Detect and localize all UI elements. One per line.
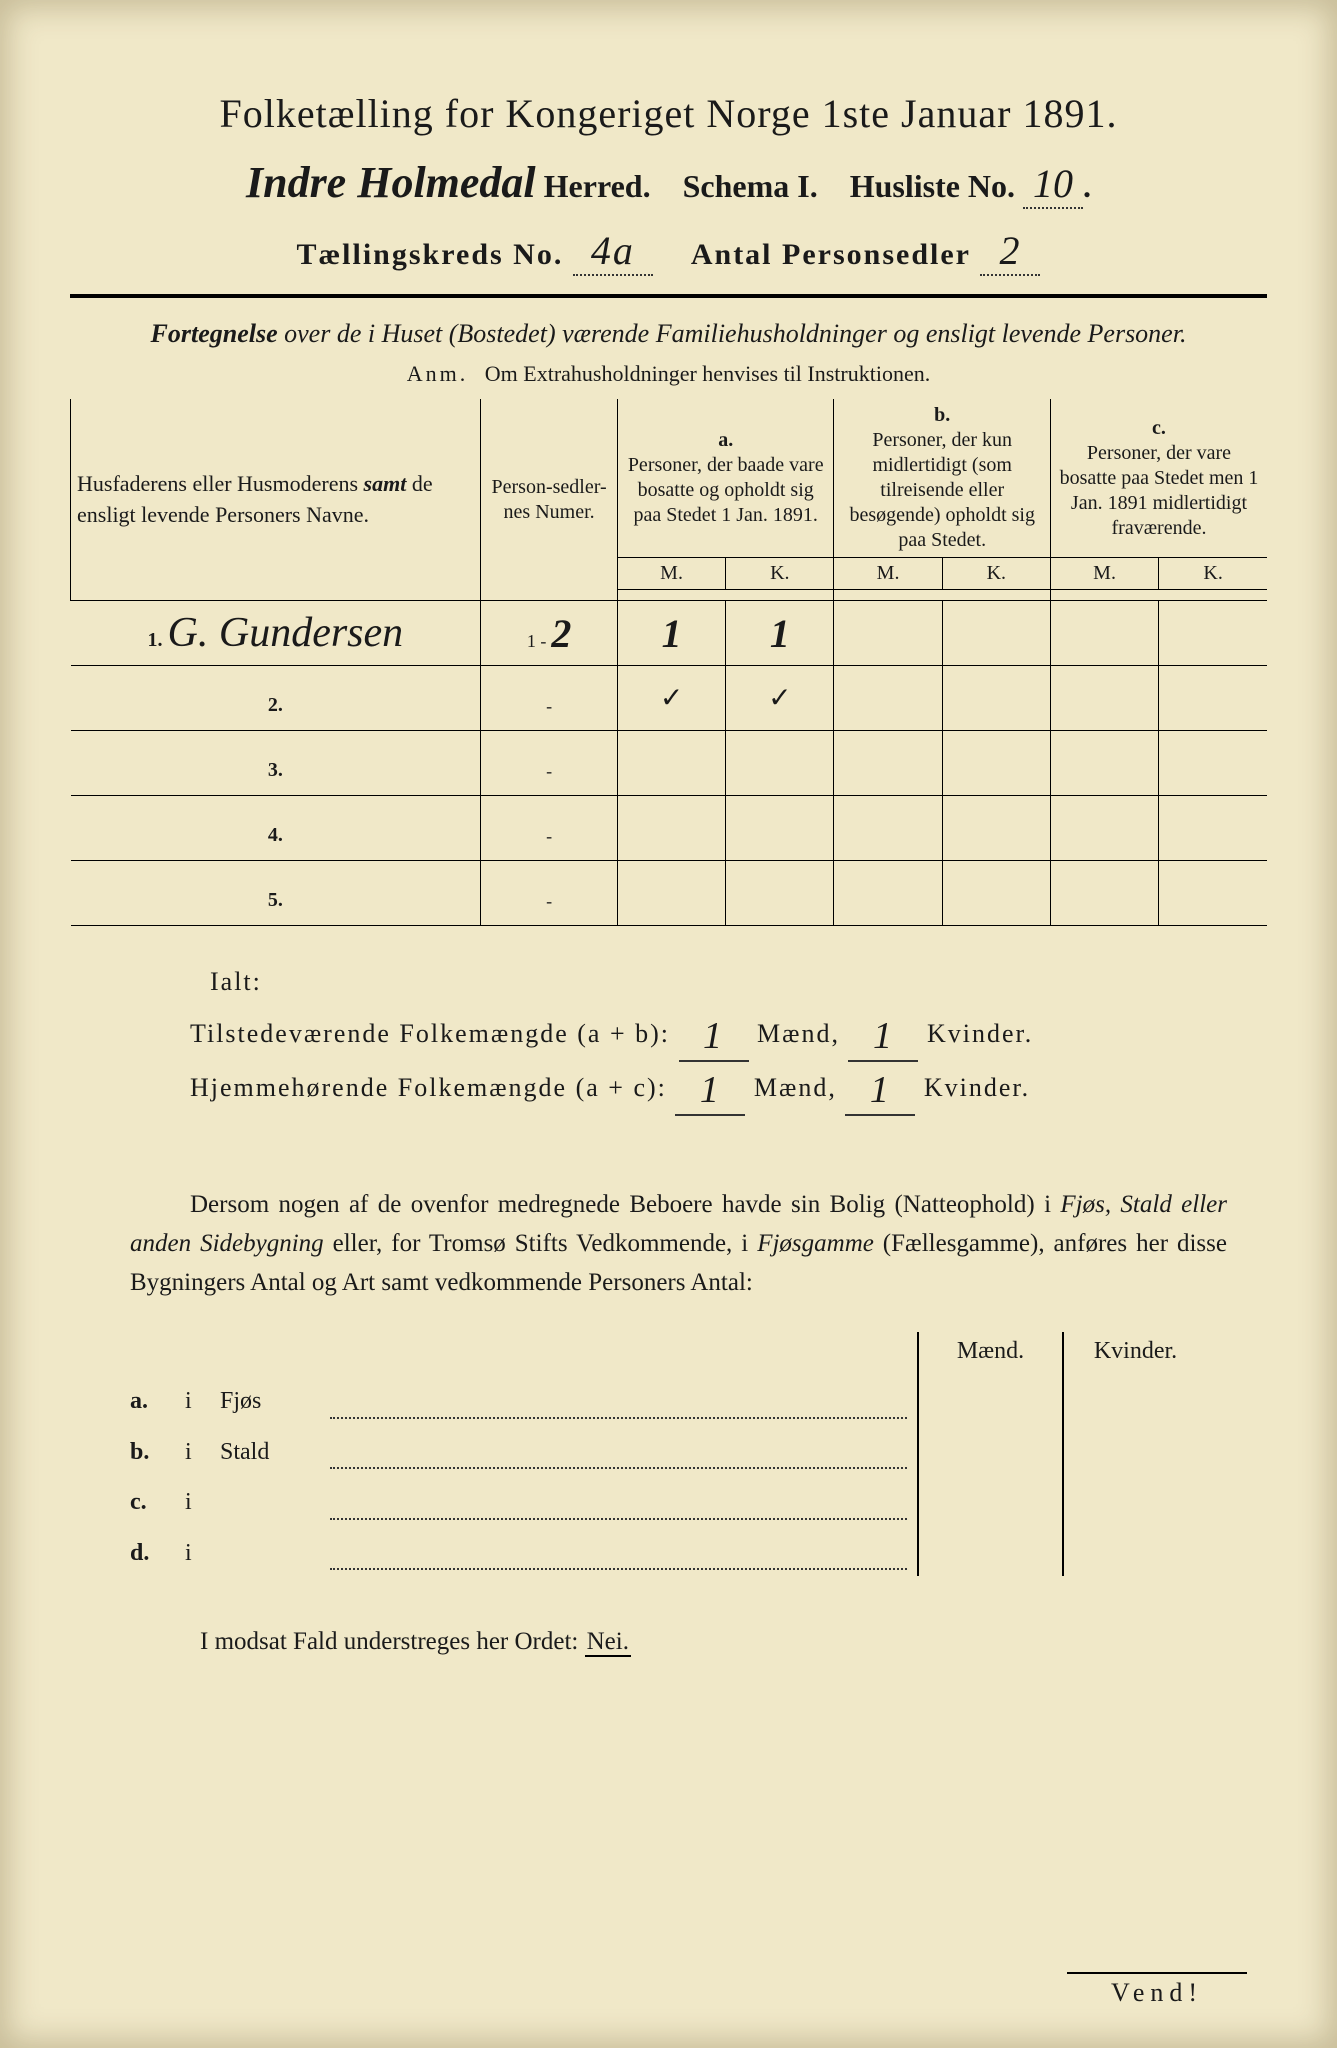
hdr-b-k: K. bbox=[942, 558, 1050, 590]
cell-b-k bbox=[942, 796, 1050, 861]
building-mk-cols: Mænd. Kvinder. bbox=[917, 1332, 1207, 1578]
anm-label: Anm. bbox=[407, 361, 469, 386]
table-row: 1. G. Gundersen1 - 211 bbox=[71, 601, 1268, 666]
cell-b-m bbox=[834, 666, 942, 731]
kreds-label: Tællingskreds No. bbox=[297, 238, 564, 271]
cell-numer: 1 - 2 bbox=[481, 601, 618, 666]
building-row: b.iStald bbox=[130, 1427, 917, 1477]
herred-label: Herred. bbox=[544, 168, 651, 204]
cell-b-k bbox=[942, 601, 1050, 666]
table-row: 2. - ✓✓ bbox=[71, 666, 1268, 731]
ialt-line-2: Hjemmehørende Folkemængde (a + c): 1 Mæn… bbox=[190, 1062, 1227, 1116]
main-table: Husfaderens eller Husmoderens samt de en… bbox=[70, 399, 1267, 926]
cell-a-m: ✓ bbox=[617, 666, 725, 731]
cell-name: 4. bbox=[71, 796, 481, 861]
side-hdr-kvinder: Kvinder. bbox=[1064, 1332, 1207, 1376]
ialt-title: Ialt: bbox=[210, 956, 1227, 1008]
subtitle: Fortegnelse over de i Huset (Bostedet) v… bbox=[110, 316, 1227, 351]
cell-a-m: 1 bbox=[617, 601, 725, 666]
cell-c-m bbox=[1050, 601, 1158, 666]
herred-handwritten: Indre Holmedal bbox=[246, 158, 536, 207]
building-row: c.i bbox=[130, 1477, 917, 1527]
building-table: a.iFjøsb.iStaldc.id.i Mænd. Kvinder. bbox=[130, 1332, 1207, 1578]
page-title: Folketælling for Kongeriget Norge 1ste J… bbox=[70, 90, 1267, 137]
cell-name: 3. bbox=[71, 731, 481, 796]
husliste-no-handwritten: 10 bbox=[1033, 161, 1073, 206]
anm-text: Om Extrahusholdninger henvises til Instr… bbox=[485, 361, 930, 386]
ialt2-m: 1 bbox=[700, 1079, 721, 1102]
side-col-k bbox=[1064, 1376, 1207, 1576]
divider-1 bbox=[70, 294, 1267, 298]
cell-c-m bbox=[1050, 666, 1158, 731]
cell-c-m bbox=[1050, 731, 1158, 796]
cell-c-k bbox=[1159, 861, 1267, 926]
building-paragraph: Dersom nogen af de ovenfor medregnede Be… bbox=[130, 1186, 1227, 1302]
header-line-3: Tællingskreds No. 4a Antal Personsedler … bbox=[70, 227, 1267, 276]
hdr-c-m: M. bbox=[1050, 558, 1158, 590]
cell-a-m bbox=[617, 796, 725, 861]
ialt1-m: 1 bbox=[703, 1025, 724, 1048]
building-row: d.i bbox=[130, 1528, 917, 1578]
cell-a-k: 1 bbox=[726, 601, 834, 666]
anm-line: Anm. Om Extrahusholdninger henvises til … bbox=[70, 361, 1267, 387]
cell-b-k bbox=[942, 666, 1050, 731]
kreds-no-handwritten: 4a bbox=[591, 228, 635, 273]
ialt-line-1: Tilstedeværende Folkemængde (a + b): 1 M… bbox=[190, 1008, 1227, 1062]
side-hdr-maend: Mænd. bbox=[917, 1332, 1064, 1376]
schema-label: Schema I. bbox=[683, 168, 818, 204]
cell-numer: - bbox=[481, 861, 618, 926]
hdr-numer: Person-sedler-nes Numer. bbox=[481, 399, 618, 601]
census-form-page: Folketælling for Kongeriget Norge 1ste J… bbox=[0, 0, 1337, 2048]
cell-b-m bbox=[834, 861, 942, 926]
ialt2-k: 1 bbox=[870, 1079, 891, 1102]
table-row: 4. - bbox=[71, 796, 1268, 861]
cell-c-k bbox=[1159, 666, 1267, 731]
cell-a-k bbox=[726, 861, 834, 926]
table-row: 3. - bbox=[71, 731, 1268, 796]
ialt-block: Ialt: Tilstedeværende Folkemængde (a + b… bbox=[190, 956, 1227, 1116]
cell-c-k bbox=[1159, 731, 1267, 796]
cell-numer: - bbox=[481, 666, 618, 731]
husliste-label: Husliste No. bbox=[850, 168, 1015, 204]
cell-name: 2. bbox=[71, 666, 481, 731]
cell-name: 1. G. Gundersen bbox=[71, 601, 481, 666]
antal-label: Antal Personsedler bbox=[691, 238, 971, 271]
nei-word: Nei. bbox=[585, 1628, 631, 1657]
hdr-a-m: M. bbox=[617, 558, 725, 590]
cell-b-m bbox=[834, 796, 942, 861]
hdr-b: b. Personer, der kun midlertidigt (som t… bbox=[834, 399, 1051, 558]
cell-numer: - bbox=[481, 796, 618, 861]
cell-b-m bbox=[834, 731, 942, 796]
building-rows: a.iFjøsb.iStaldc.id.i bbox=[130, 1332, 917, 1578]
header-line-2: Indre Holmedal Herred. Schema I. Huslist… bbox=[70, 157, 1267, 209]
hdr-a: a. Personer, der baade vare bosatte og o… bbox=[617, 399, 834, 558]
vend-label: Vend! bbox=[1067, 1972, 1247, 2008]
cell-c-m bbox=[1050, 861, 1158, 926]
cell-a-k bbox=[726, 796, 834, 861]
cell-a-m bbox=[617, 861, 725, 926]
hdr-c-k: K. bbox=[1159, 558, 1267, 590]
hdr-b-m: M. bbox=[834, 558, 942, 590]
cell-a-k bbox=[726, 731, 834, 796]
side-col-m bbox=[917, 1376, 1064, 1576]
cell-b-k bbox=[942, 861, 1050, 926]
ialt1-k: 1 bbox=[873, 1025, 894, 1048]
cell-name: 5. bbox=[71, 861, 481, 926]
subtitle-text: over de i Huset (Bostedet) værende Famil… bbox=[284, 319, 1186, 348]
hdr-a-k: K. bbox=[726, 558, 834, 590]
cell-c-m bbox=[1050, 796, 1158, 861]
cell-c-k bbox=[1159, 601, 1267, 666]
cell-b-m bbox=[834, 601, 942, 666]
table-row: 5. - bbox=[71, 861, 1268, 926]
cell-c-k bbox=[1159, 796, 1267, 861]
hdr-c: c. Personer, der vare bosatte paa Stedet… bbox=[1050, 399, 1267, 558]
building-row: a.iFjøs bbox=[130, 1376, 917, 1426]
nei-line: I modsat Fald understreges her Ordet: Ne… bbox=[200, 1628, 1267, 1656]
cell-b-k bbox=[942, 731, 1050, 796]
hdr-names: Husfaderens eller Husmoderens samt de en… bbox=[71, 399, 481, 601]
cell-numer: - bbox=[481, 731, 618, 796]
cell-a-k: ✓ bbox=[726, 666, 834, 731]
cell-a-m bbox=[617, 731, 725, 796]
antal-handwritten: 2 bbox=[999, 228, 1021, 273]
